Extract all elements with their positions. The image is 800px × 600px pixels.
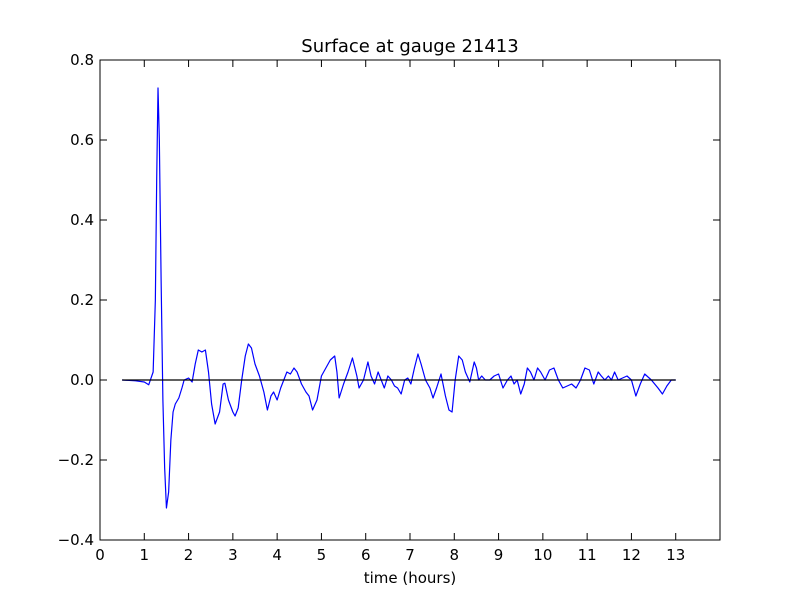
x-tick-label: 5 [317,546,327,564]
y-tick-label: 0.6 [70,131,94,149]
x-tick-label: 7 [405,546,415,564]
plot-area [122,87,676,509]
x-tick-label: 2 [184,546,194,564]
y-tick-labels: −0.4 −0.2 0.0 0.2 0.4 0.6 0.8 [58,51,94,549]
x-tick-label: 1 [140,546,150,564]
y-tick-label: −0.2 [58,451,94,469]
y-tick-label: −0.4 [58,531,94,549]
tick-marks [99,59,720,541]
series-line-surface [122,87,676,509]
x-tick-label: 8 [450,546,460,564]
y-tick-label: 0.8 [70,51,94,69]
y-tick-label: 0.4 [70,211,94,229]
x-tick-label: 11 [578,546,597,564]
chart-title: Surface at gauge 21413 [301,36,518,57]
x-tick-label: 3 [228,546,238,564]
x-tick-label: 4 [272,546,282,564]
plot-frame [99,59,721,541]
x-tick-labels: 0 1 2 3 4 5 6 7 8 9 10 11 12 13 [95,546,685,564]
x-tick-label: 10 [533,546,552,564]
x-tick-label: 13 [666,546,685,564]
x-tick-label: 9 [494,546,504,564]
y-tick-label: 0.0 [70,371,94,389]
x-tick-label: 0 [95,546,105,564]
x-tick-label: 12 [622,546,641,564]
y-tick-label: 0.2 [70,291,94,309]
x-axis-label: time (hours) [364,569,457,587]
x-tick-label: 6 [361,546,371,564]
